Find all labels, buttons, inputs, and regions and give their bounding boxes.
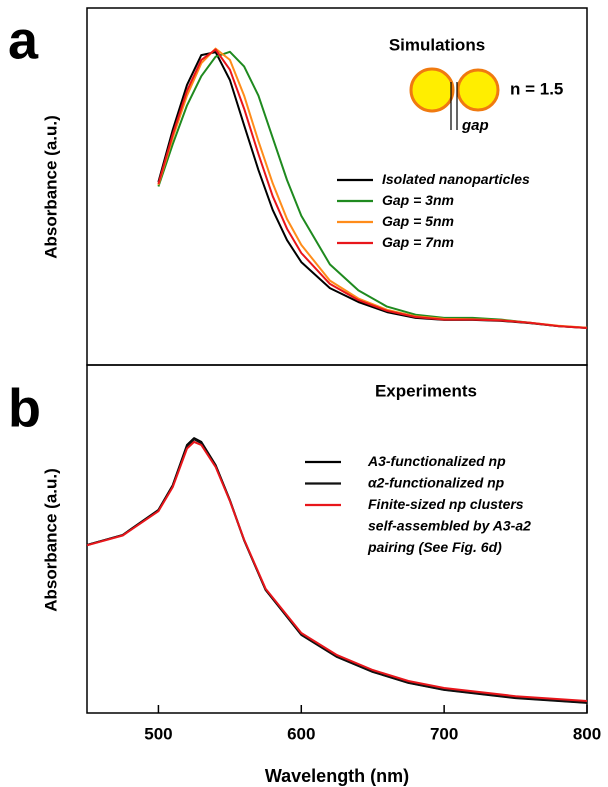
x-axis-label: Wavelength (nm) xyxy=(265,766,409,786)
legend-label: Gap = 3nm xyxy=(382,192,454,208)
x-tick-label: 700 xyxy=(430,724,458,743)
annotation: n = 1.5 xyxy=(510,79,563,98)
panel-title: Simulations xyxy=(389,35,485,54)
x-tick-label: 500 xyxy=(144,724,172,743)
series-line xyxy=(157,48,588,329)
particle xyxy=(409,67,455,113)
particle xyxy=(456,68,500,112)
panel-label: a xyxy=(8,10,39,70)
x-tick-label: 800 xyxy=(573,724,601,743)
gap-schematic xyxy=(409,67,500,130)
legend-label: Isolated nanoparticles xyxy=(382,171,530,187)
plot-frame xyxy=(86,364,588,714)
series-line xyxy=(86,438,588,704)
y-axis-label: Absorbance (a.u.) xyxy=(41,115,60,259)
legend-label: α2-functionalized np xyxy=(368,474,505,490)
y-axis-label: Absorbance (a.u.) xyxy=(41,468,60,612)
panel-label: b xyxy=(8,378,41,438)
legend-label: Gap = 7nm xyxy=(382,234,454,250)
legend-label: Finite-sized np clusters self-assembled b… xyxy=(367,496,531,555)
legend-label: A3-functionalized np xyxy=(367,453,506,469)
legend-label: Gap = 5nm xyxy=(382,213,454,229)
series-line xyxy=(86,440,588,702)
annotation: gap xyxy=(461,117,489,134)
x-tick-label: 600 xyxy=(287,724,315,743)
series-line xyxy=(86,437,588,704)
panel-title: Experiments xyxy=(375,381,477,400)
